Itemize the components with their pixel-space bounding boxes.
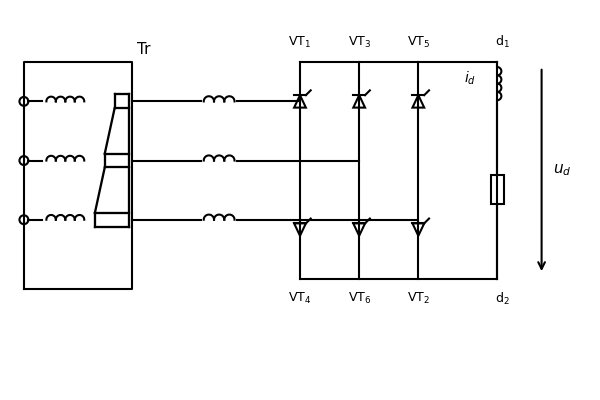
Text: d$_2$: d$_2$	[495, 291, 509, 307]
Text: VT$_3$: VT$_3$	[347, 35, 371, 50]
Text: d$_1$: d$_1$	[495, 34, 509, 50]
Text: VT$_2$: VT$_2$	[407, 291, 430, 306]
Text: Tr: Tr	[137, 42, 151, 57]
Text: $i_d$: $i_d$	[464, 70, 476, 88]
Text: VT$_5$: VT$_5$	[407, 35, 430, 50]
Text: $u_d$: $u_d$	[553, 162, 572, 178]
Text: VT$_6$: VT$_6$	[347, 291, 371, 306]
Text: VT$_1$: VT$_1$	[289, 35, 311, 50]
Bar	[491, 175, 503, 204]
Text: VT$_4$: VT$_4$	[289, 291, 311, 306]
